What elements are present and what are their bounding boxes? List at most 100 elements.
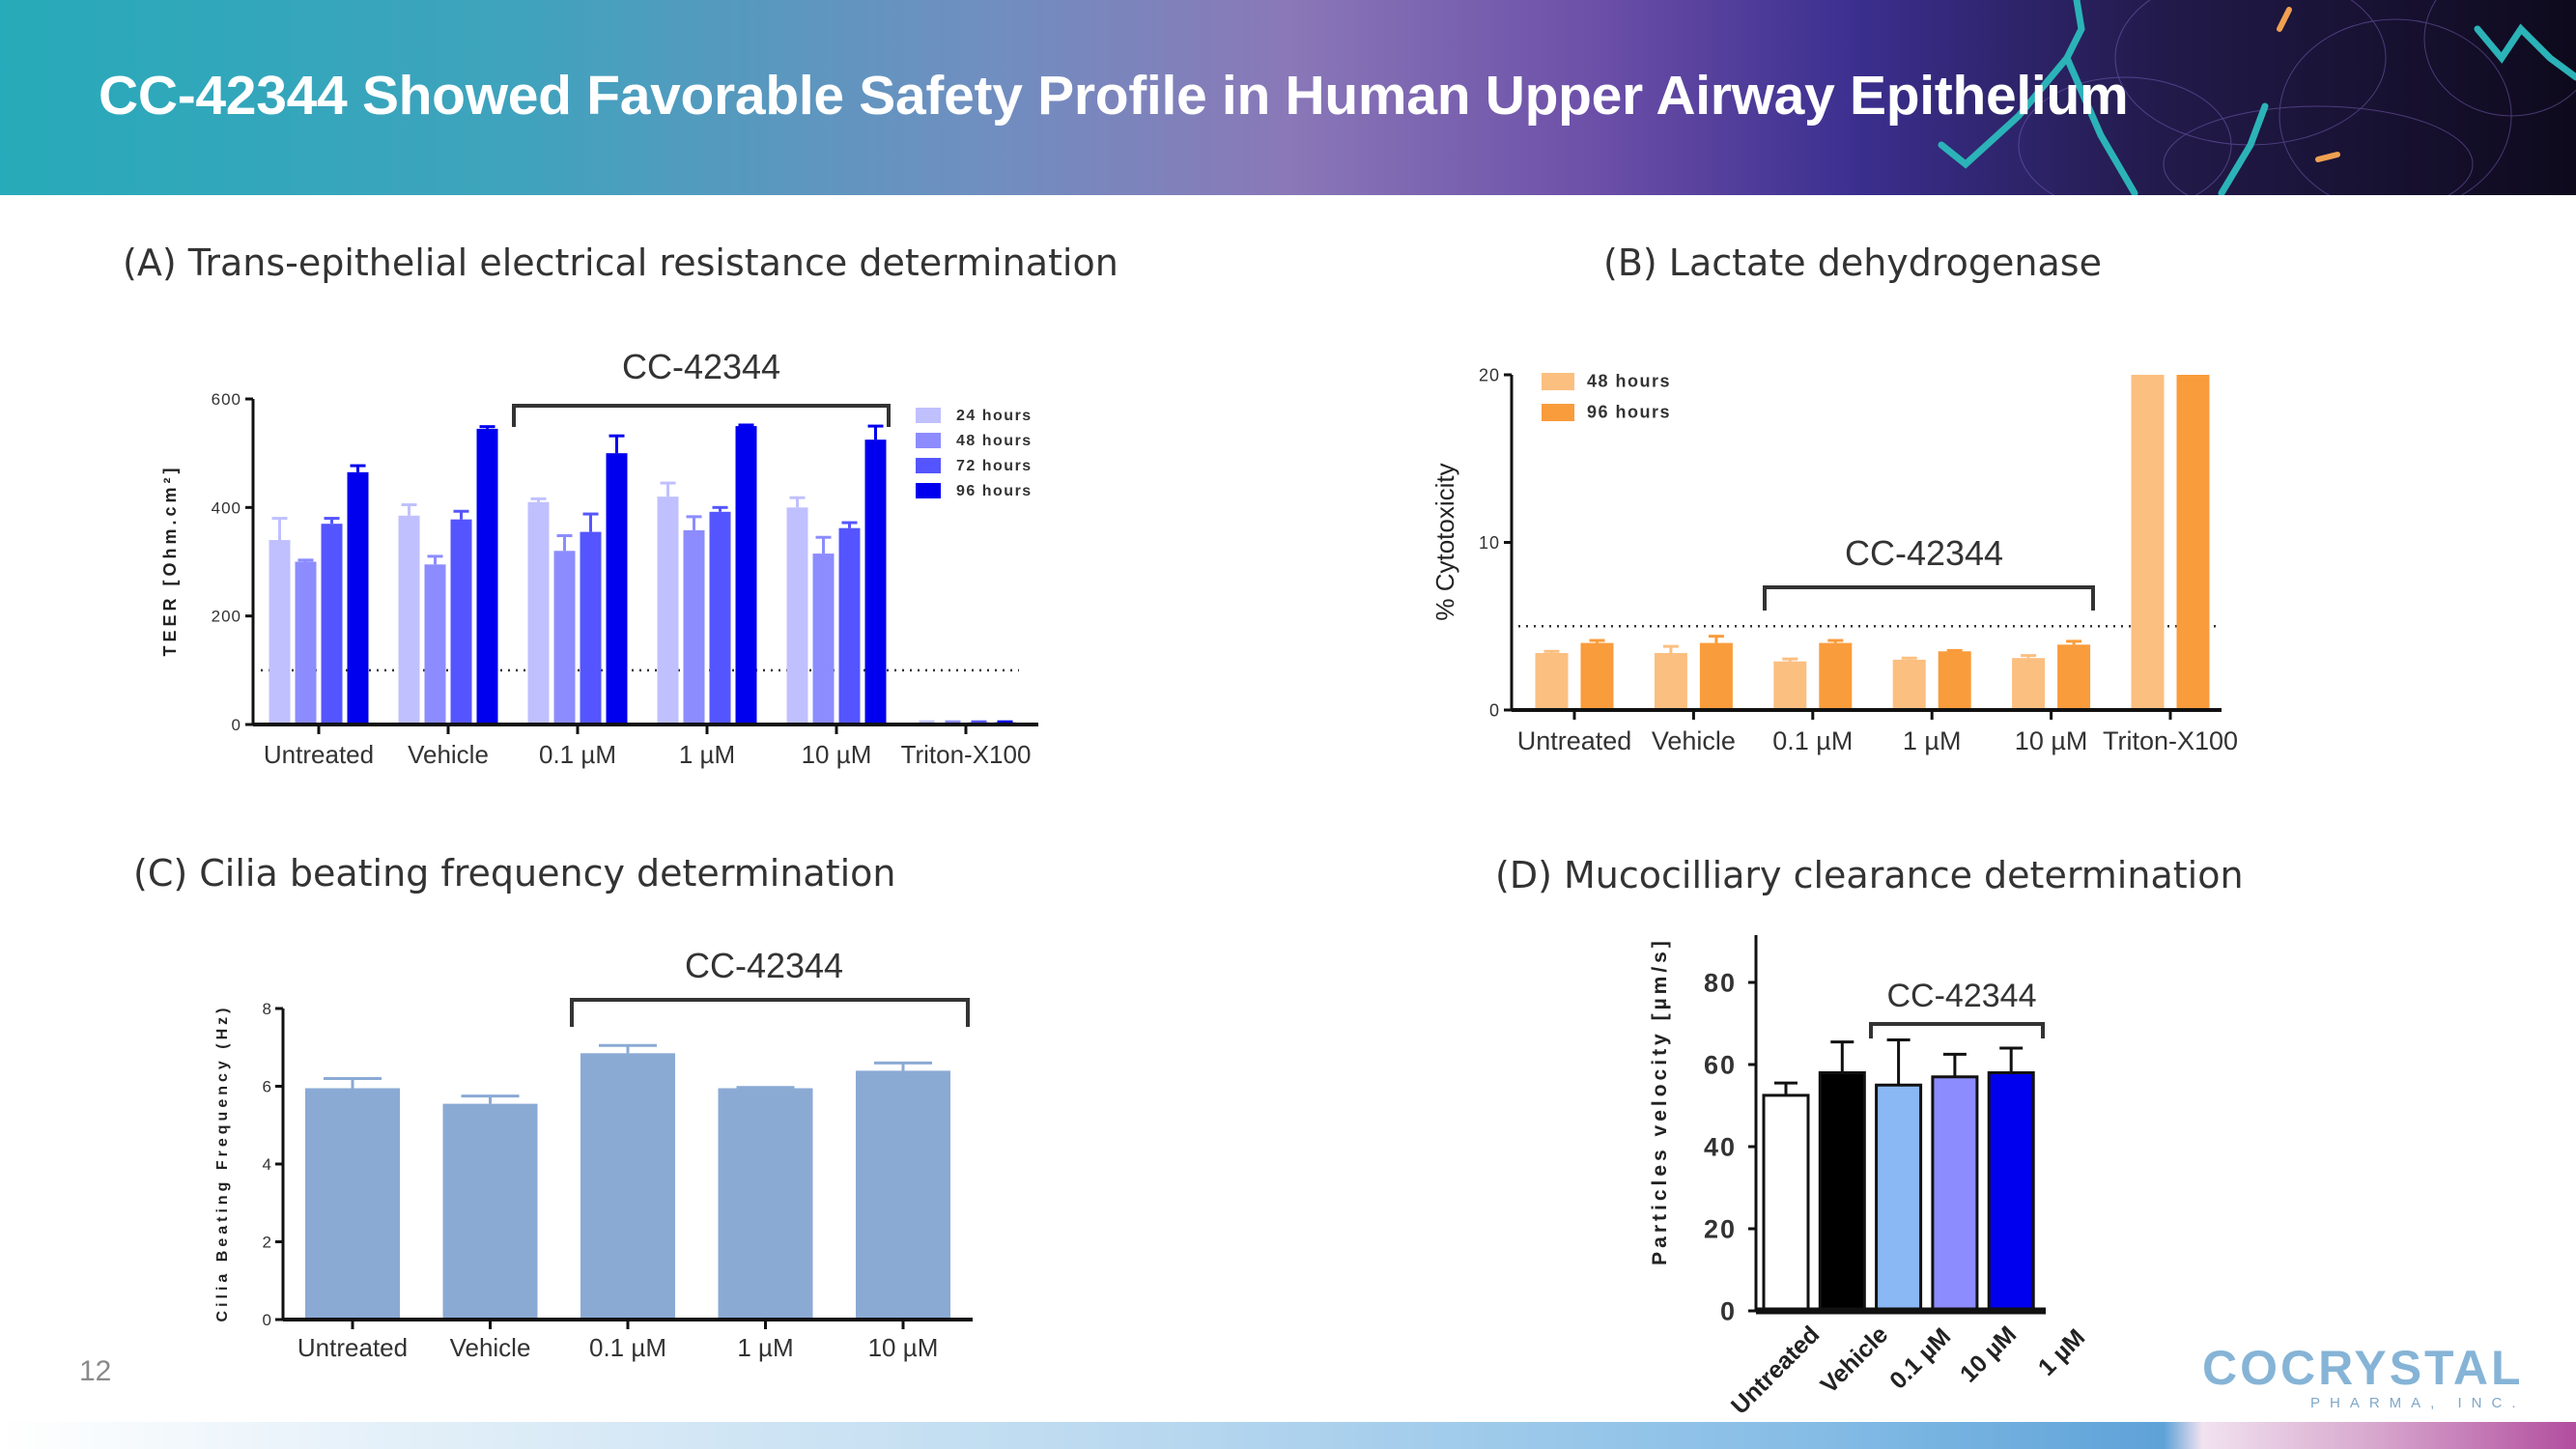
bar-0-1-m — [527, 501, 550, 724]
bar-untreated — [305, 1088, 400, 1320]
x-tick-label: Vehicle — [408, 740, 489, 769]
x-tick-label: 0.1 µM — [539, 740, 616, 769]
bar-vehicle — [1818, 1071, 1866, 1313]
legend-swatch — [916, 458, 941, 473]
x-tick-label: Triton-X100 — [901, 740, 1032, 769]
y-tick-label: 0 — [1489, 700, 1500, 720]
legend-swatch — [1542, 373, 1574, 390]
legend-label: 48 hours — [1587, 371, 1671, 390]
annotation-label: CC-42344 — [685, 946, 843, 985]
x-tick-label: Untreated — [1517, 726, 1632, 755]
bar-untreated — [347, 471, 369, 724]
y-axis-label: % Cytotoxicity — [1430, 463, 1459, 620]
x-tick-label: 10 µM — [2015, 726, 2088, 755]
bar-1-m — [657, 497, 679, 724]
x-tick-label: 0.1 µM — [1772, 726, 1853, 755]
bar-10-m — [1931, 1075, 1979, 1313]
title-banner: CC-42344 Showed Favorable Safety Profile… — [0, 0, 2576, 195]
x-tick-label: 1 µM — [1903, 726, 1962, 755]
x-tick-label: 10 µM — [868, 1333, 939, 1362]
panel-d-title: (D) Mucocilliary clearance determination — [1495, 854, 2244, 896]
annotation-label: CC-42344 — [1887, 978, 2037, 1014]
x-tick-label: Untreated — [297, 1333, 408, 1362]
x-tick-label: Vehicle — [450, 1333, 531, 1362]
y-tick-label: 600 — [212, 390, 241, 409]
y-tick-label: 0 — [263, 1311, 272, 1329]
x-tick-label: Triton-X100 — [2103, 726, 2238, 755]
y-tick-label: 6 — [263, 1077, 272, 1095]
y-tick-label: 200 — [212, 608, 241, 626]
y-axis-label: TEER [Ohm.cm²] — [160, 464, 180, 656]
bar-1-m — [1987, 1071, 2035, 1313]
y-tick-label: 0 — [1720, 1296, 1737, 1325]
x-tick-label: Vehicle — [1652, 726, 1736, 755]
legend-swatch — [916, 433, 941, 448]
annotation-label: CC-42344 — [622, 347, 780, 386]
y-tick-label: 60 — [1704, 1050, 1737, 1079]
legend-label: 48 hours — [956, 433, 1033, 449]
x-tick-label: 10 µM — [1955, 1321, 2022, 1387]
bar-vehicle — [398, 515, 420, 724]
panel-b-title: (B) Lactate dehydrogenase — [1603, 242, 2102, 284]
x-tick-label: Untreated — [264, 740, 374, 769]
legend-swatch — [916, 408, 941, 423]
legend-swatch — [916, 483, 941, 498]
bar-untreated — [321, 524, 343, 724]
y-tick-label: 10 — [1479, 533, 1500, 553]
y-axis-label: Particles velocity [µm/s] — [1649, 937, 1671, 1265]
bar-10-m — [856, 1070, 950, 1320]
legend-label: 24 hours — [956, 408, 1033, 424]
bar-untreated — [269, 540, 291, 724]
bar-0-1-m — [1819, 642, 1853, 710]
x-tick-label: 10 µM — [802, 740, 872, 769]
bar-1-m — [683, 529, 705, 724]
y-tick-label: 4 — [263, 1155, 272, 1174]
bar-vehicle — [1654, 653, 1687, 710]
bar-1-m — [718, 1088, 813, 1320]
x-tick-label: 0.1 µM — [1884, 1322, 1956, 1394]
page-number: 12 — [79, 1355, 112, 1387]
y-tick-label: 20 — [1704, 1214, 1737, 1243]
bar-10-m — [864, 440, 887, 724]
bar-0-1-m — [553, 551, 576, 724]
bar-untreated — [295, 561, 317, 724]
logo-wordmark: COCRYSTAL — [2202, 1341, 2524, 1395]
bar-1-m — [1892, 659, 1926, 710]
y-tick-label: 0 — [232, 716, 241, 734]
cc-42344-bracket — [1869, 1022, 2045, 1038]
bar-10-m — [2057, 644, 2091, 710]
bar-vehicle — [476, 428, 498, 724]
x-tick-label: Vehicle — [1816, 1321, 1894, 1399]
legend-label: 72 hours — [956, 458, 1033, 474]
bar-triton-x100 — [2176, 375, 2210, 710]
bar-untreated — [1535, 653, 1569, 710]
chart-c: 0 2 4 6 8 Untreated Vehicle 0.1 µM 1 µM 10 µM Cili… — [214, 946, 973, 1362]
x-tick-label: Untreated — [1726, 1321, 1825, 1419]
y-tick-label: 20 — [1479, 365, 1500, 384]
bar-1-m — [735, 426, 757, 724]
bar-triton-x100 — [2131, 375, 2165, 710]
x-tick-label: 1 µM — [679, 740, 735, 769]
bar-vehicle — [424, 564, 446, 724]
y-tick-label: 400 — [212, 498, 241, 517]
bar-0-1-m — [1875, 1083, 1923, 1313]
footer-gradient-bar — [0, 1422, 2576, 1449]
bar-10-m — [786, 507, 808, 724]
legend-label: 96 hours — [956, 483, 1033, 499]
annotation-label: CC-42344 — [1845, 533, 2003, 573]
cc-42344-bracket — [570, 998, 970, 1027]
y-tick-label: 80 — [1704, 968, 1737, 997]
x-tick-label: 1 µM — [737, 1333, 793, 1362]
panel-c-title: (C) Cilia beating frequency determinatio… — [133, 852, 896, 895]
bar-1-m — [709, 511, 731, 724]
logo-subtitle: PHARMA, INC. — [2310, 1395, 2526, 1411]
x-tick-label: 0.1 µM — [589, 1333, 666, 1362]
bar-1-m — [1938, 651, 1971, 710]
cocrystal-logo: COCRYSTAL PHARMA, INC. — [2202, 1341, 2531, 1411]
bar-10-m — [812, 554, 835, 724]
bar-vehicle — [450, 519, 472, 724]
cc-42344-bracket — [1763, 585, 2095, 611]
bar-untreated — [1580, 642, 1614, 710]
